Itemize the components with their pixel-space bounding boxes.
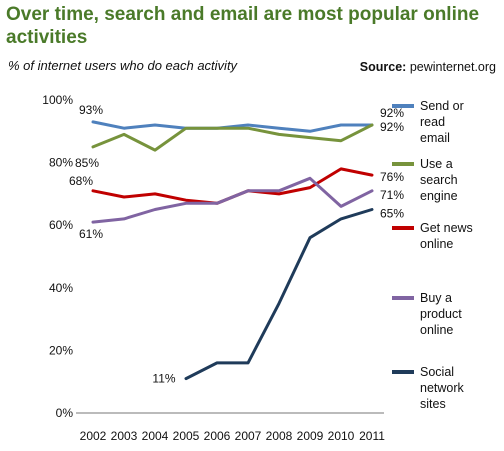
y-tick-label: 40% <box>49 281 73 295</box>
legend-label: search <box>420 173 458 187</box>
series-line-4 <box>184 208 374 381</box>
y-tick-label: 0% <box>56 406 74 420</box>
legend-label: Get news <box>420 221 473 235</box>
x-tick-label: 2004 <box>142 429 169 443</box>
legend-label: email <box>420 131 450 145</box>
chart-title: Over time, search and email are most pop… <box>6 4 480 48</box>
legend-label: online <box>420 323 453 337</box>
x-tick-label: 2009 <box>297 429 324 443</box>
legend-label: network <box>420 381 465 395</box>
legend-label: Buy a <box>420 291 452 305</box>
data-label: 92% <box>380 120 404 134</box>
series-line-1 <box>91 123 374 152</box>
x-tick-label: 2008 <box>266 429 293 443</box>
legend-label: product <box>420 307 462 321</box>
y-tick-label: 60% <box>49 218 73 232</box>
data-label: 85% <box>75 156 99 170</box>
legend-label: engine <box>420 189 458 203</box>
series-lines <box>91 120 374 381</box>
legend-label: read <box>420 115 445 129</box>
legend: Send or read email Use a search engine Get new… <box>392 99 473 411</box>
x-tick-label: 2002 <box>80 429 107 443</box>
source-label: Source: <box>359 60 407 74</box>
data-label: 93% <box>79 103 103 117</box>
data-label: 71% <box>380 188 404 202</box>
x-tick-label: 2003 <box>111 429 138 443</box>
data-label: 11% <box>152 372 175 386</box>
data-label: 68% <box>69 174 93 188</box>
data-labels: 93% 85% 68% 61% 11% 92%92% 76% 71% 65% <box>69 103 404 386</box>
source-note: Source: pewinternet.org <box>360 60 496 74</box>
data-label: 76% <box>380 170 404 184</box>
legend-label: Social <box>420 365 454 379</box>
legend-label: Use a <box>420 157 453 171</box>
y-tick-label: 20% <box>49 343 73 357</box>
x-tick-label: 2010 <box>328 429 355 443</box>
x-tick-label: 2007 <box>235 429 262 443</box>
x-tick-label: 2006 <box>204 429 231 443</box>
y-tick-label: 100% <box>42 93 73 107</box>
data-label: 61% <box>79 227 103 241</box>
legend-label: online <box>420 237 453 251</box>
chart-subtitle: % of internet users who do each activity <box>8 58 238 73</box>
series-line-0 <box>91 120 374 133</box>
x-tick-label: 2005 <box>173 429 200 443</box>
data-label: 92% <box>380 106 404 120</box>
x-tick-label: 2011 <box>359 429 385 443</box>
axes: 0% 20% 40% 60% 80% 100% 2002 2003 2004 2005 2006 20… <box>42 93 385 443</box>
legend-label: sites <box>420 397 446 411</box>
data-label: 65% <box>380 207 404 221</box>
y-tick-label: 80% <box>49 156 73 170</box>
legend-label: Send or <box>420 99 464 113</box>
series-line-3 <box>91 176 374 224</box>
source-value: pewinternet.org <box>409 60 496 74</box>
